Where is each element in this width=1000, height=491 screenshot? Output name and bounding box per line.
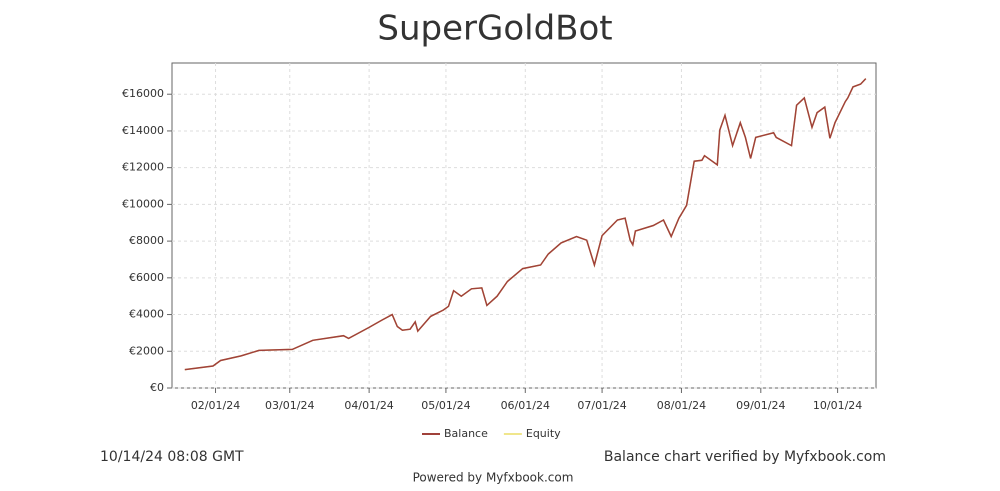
timestamp: 10/14/24 08:08 GMT bbox=[100, 449, 244, 465]
y-tick-label: €4000 bbox=[129, 308, 164, 321]
y-tick-label: €12000 bbox=[122, 161, 164, 174]
y-tick-label: €0 bbox=[150, 381, 164, 394]
x-tick-label: 09/01/24 bbox=[736, 399, 785, 412]
y-tick-label: €2000 bbox=[129, 344, 164, 357]
x-tick-label: 02/01/24 bbox=[191, 399, 240, 412]
verified-note: Balance chart verified by Myfxbook.com bbox=[604, 449, 886, 465]
y-tick-label: €16000 bbox=[122, 87, 164, 100]
x-tick-label: 04/01/24 bbox=[344, 399, 393, 412]
series-line bbox=[184, 78, 867, 371]
x-tick-label: 03/01/24 bbox=[265, 399, 314, 412]
x-tick-label: 08/01/24 bbox=[657, 399, 706, 412]
series-line bbox=[184, 78, 867, 371]
y-tick-label: €10000 bbox=[122, 197, 164, 210]
x-tick-label: 05/01/24 bbox=[421, 399, 470, 412]
x-tick-label: 07/01/24 bbox=[577, 399, 626, 412]
y-tick-label: €6000 bbox=[129, 271, 164, 284]
y-tick-label: €8000 bbox=[129, 234, 164, 247]
chart-title: SuperGoldBot bbox=[377, 9, 612, 49]
x-tick-label: 10/01/24 bbox=[813, 399, 862, 412]
legend-label: Equity bbox=[526, 427, 561, 440]
legend-label: Balance bbox=[444, 427, 488, 440]
powered-note: Powered by Myfxbook.com bbox=[413, 471, 574, 485]
x-tick-label: 06/01/24 bbox=[501, 399, 550, 412]
y-tick-label: €14000 bbox=[122, 124, 164, 137]
plot-frame bbox=[171, 62, 877, 389]
